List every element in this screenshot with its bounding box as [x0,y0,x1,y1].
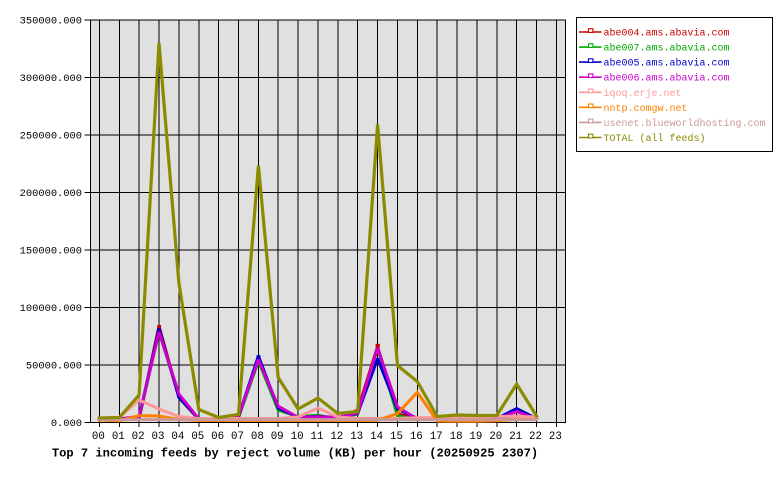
svg-text:00: 00 [92,431,105,443]
svg-text:05: 05 [191,431,204,443]
svg-text:150000.000: 150000.000 [20,246,82,258]
svg-text:09: 09 [271,431,284,443]
svg-text:abe007.ams.abavia.com: abe007.ams.abavia.com [604,43,730,55]
svg-text:0.000: 0.000 [51,418,82,430]
svg-text:23: 23 [549,431,562,443]
svg-text:03: 03 [152,431,165,443]
svg-text:50000.000: 50000.000 [26,361,82,373]
svg-text:usenet.blueworldhosting.com: usenet.blueworldhosting.com [604,118,766,130]
svg-text:07: 07 [231,431,244,443]
svg-text:iqoq.erje.net: iqoq.erje.net [604,88,682,100]
svg-text:01: 01 [112,431,125,443]
svg-text:06: 06 [211,431,224,443]
svg-text:nntp.comgw.net: nntp.comgw.net [604,104,688,115]
svg-text:04: 04 [171,431,184,443]
svg-text:08: 08 [251,431,264,443]
svg-text:abe006.ams.abavia.com: abe006.ams.abavia.com [604,73,730,85]
svg-text:100000.000: 100000.000 [20,303,82,315]
svg-text:16: 16 [410,431,423,443]
svg-text:350000.000: 350000.000 [20,16,82,28]
svg-text:abe004.ams.abavia.com: abe004.ams.abavia.com [604,28,730,40]
svg-text:15: 15 [390,431,403,443]
svg-text:19: 19 [469,431,482,443]
svg-text:10: 10 [291,431,304,443]
svg-text:14: 14 [370,431,383,443]
svg-text:TOTAL (all feeds): TOTAL (all feeds) [604,133,706,145]
svg-text:11: 11 [311,431,324,443]
svg-text:02: 02 [132,431,145,443]
svg-text:21: 21 [509,431,522,443]
svg-text:20: 20 [489,431,502,443]
svg-text:22: 22 [529,431,542,443]
svg-text:200000.000: 200000.000 [20,188,82,200]
svg-text:18: 18 [450,431,463,443]
svg-text:12: 12 [330,431,343,443]
svg-text:300000.000: 300000.000 [20,73,82,85]
svg-text:abe005.ams.abavia.com: abe005.ams.abavia.com [604,58,730,70]
svg-text:250000.000: 250000.000 [20,131,82,143]
svg-text:Top 7 incoming feeds by reject: Top 7 incoming feeds by reject volume (K… [52,447,538,461]
svg-text:13: 13 [350,431,363,443]
svg-text:17: 17 [430,431,443,443]
